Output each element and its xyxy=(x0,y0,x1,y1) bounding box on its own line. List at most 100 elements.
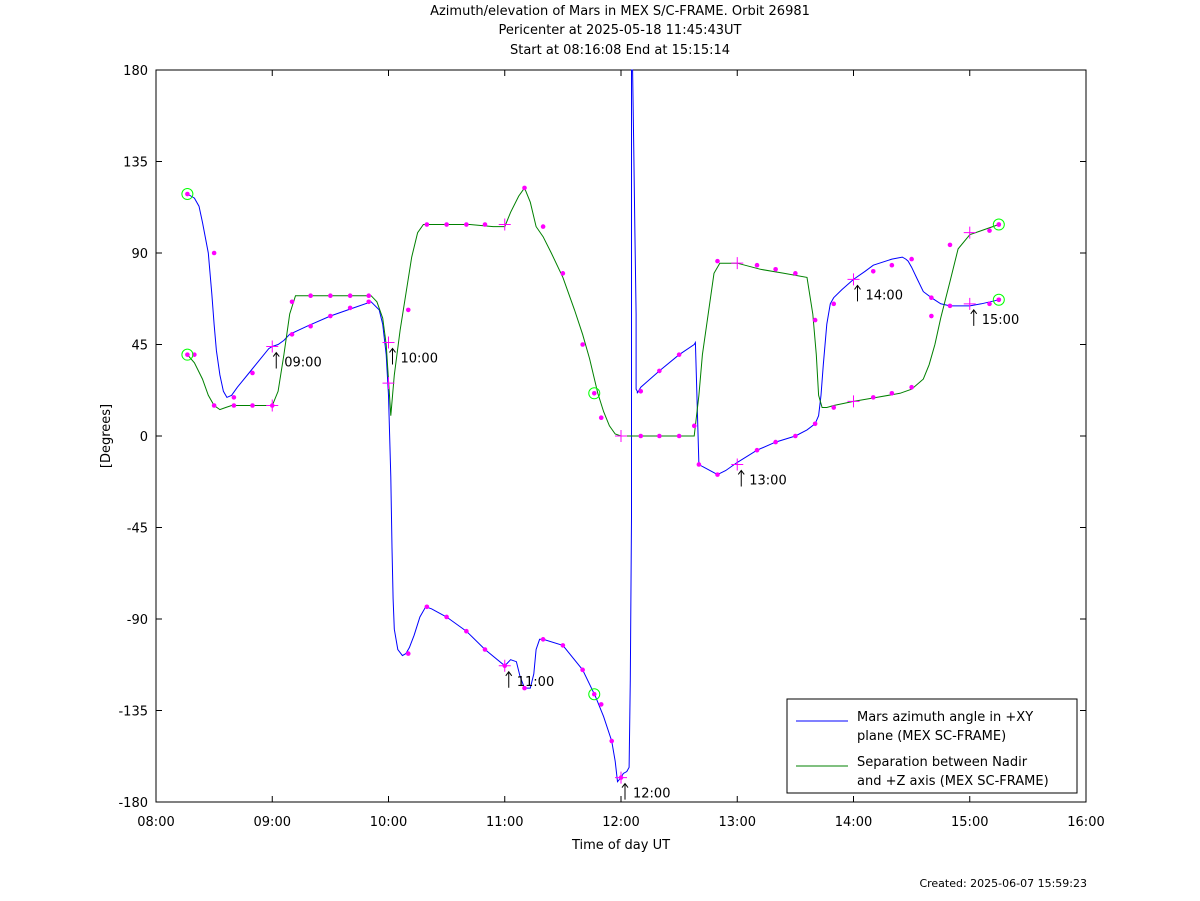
data-marker-separation xyxy=(211,403,217,408)
data-marker-separation xyxy=(987,228,992,233)
time-annotation-arrow xyxy=(621,782,629,800)
y-tick-label: -180 xyxy=(118,796,148,811)
x-tick-label: 08:00 xyxy=(137,815,174,830)
data-marker-separation xyxy=(464,222,469,227)
hour-marker-separation xyxy=(847,395,860,408)
data-marker-azimuth xyxy=(289,332,295,337)
data-marker-azimuth xyxy=(560,643,566,648)
endpoint-dot-azimuth xyxy=(185,191,190,197)
y-tick-label: 90 xyxy=(131,247,148,262)
hour-marker-azimuth xyxy=(266,340,279,353)
time-annotation-label: 10:00 xyxy=(401,351,438,366)
endpoint-dot-separation xyxy=(996,222,1002,227)
hour-marker-separation xyxy=(731,257,744,270)
data-marker-azimuth xyxy=(424,604,430,610)
endpoint-marker-azimuth xyxy=(181,188,194,201)
x-tick-label: 13:00 xyxy=(719,815,756,830)
data-marker-separation xyxy=(522,185,527,191)
data-marker-azimuth xyxy=(715,472,720,477)
hour-marker-separation xyxy=(963,226,976,239)
endpoint-dot-separation xyxy=(591,691,597,697)
y-tick-label: 45 xyxy=(131,339,148,354)
data-marker-azimuth xyxy=(754,447,760,453)
data-marker-azimuth xyxy=(929,295,934,301)
data-marker-separation xyxy=(580,342,585,347)
time-annotation-arrow xyxy=(505,670,513,688)
hour-marker-separation xyxy=(266,399,279,412)
data-marker-separation xyxy=(754,262,760,268)
data-marker-azimuth xyxy=(328,313,333,319)
data-marker-separation xyxy=(691,423,697,429)
x-tick-label: 14:00 xyxy=(835,815,872,830)
data-marker-azimuth xyxy=(870,269,876,274)
time-annotation-arrow xyxy=(970,308,978,326)
data-marker-separation xyxy=(676,433,682,439)
hour-marker-azimuth xyxy=(498,659,511,672)
data-marker-azimuth xyxy=(522,685,527,691)
data-marker-separation xyxy=(560,271,566,276)
y-tick-label: -90 xyxy=(127,613,148,628)
data-marker-azimuth xyxy=(366,299,372,305)
data-marker-azimuth xyxy=(347,305,353,311)
data-marker-separation xyxy=(831,405,837,410)
data-marker-azimuth xyxy=(909,256,914,262)
x-tick-label: 16:00 xyxy=(1067,815,1104,830)
time-annotation-label: 09:00 xyxy=(284,356,321,371)
data-marker-separation xyxy=(482,222,488,227)
legend-label-separation-1: Separation between Nadir xyxy=(857,755,1028,770)
x-axis-label: Time of day UT xyxy=(571,838,670,853)
chart-title: Azimuth/elevation of Mars in MEX S/C-FRA… xyxy=(430,4,810,19)
hour-marker-azimuth xyxy=(731,458,744,471)
data-marker-separation xyxy=(773,266,778,272)
chart-subtitle-pericenter: Pericenter at 2025-05-18 11:45:43UT xyxy=(498,23,742,38)
axes: 08:00 09:00 10:00 11:00 12:00 13:00 14:00 15:00… xyxy=(118,64,1104,830)
data-marker-azimuth xyxy=(540,637,546,642)
x-tick-label: 12:00 xyxy=(602,815,639,830)
created-timestamp: Created: 2025-06-07 15:59:23 xyxy=(919,877,1087,890)
marker-layer xyxy=(181,185,1005,784)
chart-subtitle-start-end: Start at 08:16:08 End at 15:15:14 xyxy=(509,43,731,58)
data-marker-separation xyxy=(657,433,662,439)
endpoint-marker-separation xyxy=(992,218,1005,231)
data-marker-separation xyxy=(444,222,449,227)
hour-marker-separation xyxy=(382,377,395,390)
time-annotation-label: 15:00 xyxy=(982,313,1019,328)
series-line-separation xyxy=(187,186,999,437)
data-marker-separation xyxy=(638,433,644,439)
data-marker-azimuth xyxy=(831,301,837,307)
data-marker-azimuth xyxy=(580,667,585,673)
time-annotation-arrow xyxy=(737,469,745,487)
x-tick-label: 09:00 xyxy=(254,815,291,830)
data-marker-separation xyxy=(889,391,895,396)
hour-marker-azimuth xyxy=(382,336,395,349)
hour-marker-azimuth xyxy=(847,273,860,286)
data-marker-azimuth xyxy=(609,738,614,744)
hour-marker-separation xyxy=(498,218,511,231)
data-marker-separation xyxy=(870,395,876,400)
endpoint-marker-separation xyxy=(992,293,1005,306)
data-marker-azimuth xyxy=(773,439,778,445)
data-marker-azimuth xyxy=(947,303,953,309)
data-marker-azimuth xyxy=(308,323,313,329)
data-marker-separation xyxy=(540,224,546,229)
legend-label-separation-2: and +Z axis (MEX SC-FRAME) xyxy=(857,774,1049,789)
data-marker-separation xyxy=(328,293,333,299)
data-marker-separation xyxy=(929,313,934,319)
y-tick-label: 180 xyxy=(123,64,148,79)
y-tick-label: -45 xyxy=(127,522,148,537)
hour-marker-azimuth xyxy=(963,297,976,310)
data-marker-azimuth xyxy=(812,421,818,427)
data-marker-azimuth xyxy=(231,395,237,400)
time-annotation-label: 13:00 xyxy=(749,473,786,488)
data-marker-separation xyxy=(231,403,237,408)
y-axis-label: [Degrees] xyxy=(99,404,114,468)
data-marker-separation xyxy=(793,271,798,276)
x-tick-label: 11:00 xyxy=(486,815,523,830)
data-marker-separation xyxy=(598,415,604,421)
x-tick-label: 10:00 xyxy=(370,815,407,830)
endpoint-marker-separation xyxy=(588,387,601,400)
y-tick-label: 135 xyxy=(123,156,148,171)
data-marker-azimuth xyxy=(250,370,255,376)
data-marker-azimuth xyxy=(696,462,702,467)
